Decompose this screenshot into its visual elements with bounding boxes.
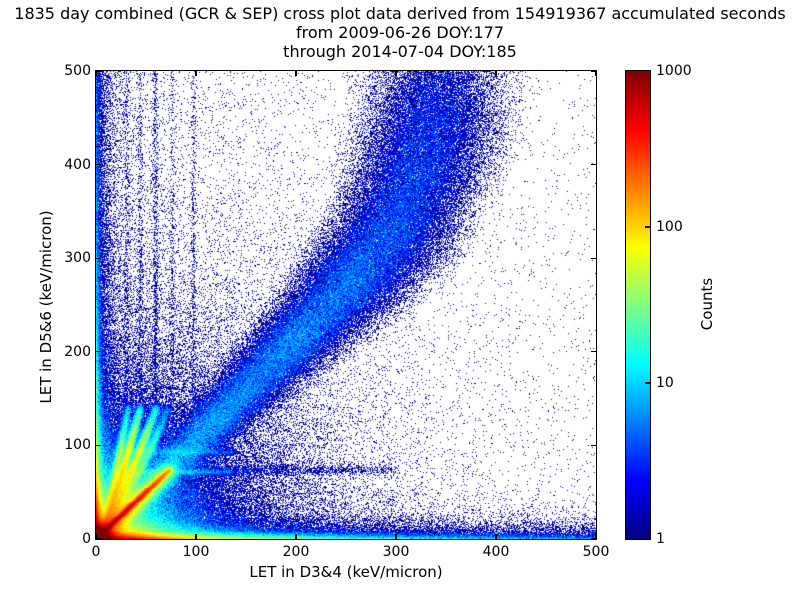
- colorbar-tick-label: 100: [656, 219, 683, 235]
- y-tick-label: 300: [64, 250, 91, 267]
- x-tick-mark: [195, 534, 197, 539]
- title-line-1: 1835 day combined (GCR & SEP) cross plot…: [14, 4, 786, 23]
- y-tick-mark-right: [591, 538, 596, 540]
- y-tick-mark: [96, 444, 101, 447]
- x-tick-mark-top: [295, 71, 297, 76]
- x-tick-label: 400: [482, 544, 510, 560]
- x-tick-mark: [395, 534, 397, 539]
- y-tick-mark-right: [591, 163, 596, 166]
- y-tick-label: 100: [64, 437, 91, 454]
- x-tick-mark-top: [395, 71, 397, 76]
- y-tick-mark: [96, 538, 101, 540]
- x-axis-label: LET in D3&4 (keV/micron): [249, 563, 443, 581]
- x-tick-mark: [495, 534, 497, 539]
- colorbar-tick-label: 10: [656, 375, 674, 391]
- title-line-3: through 2014-07-04 DOY:185: [283, 42, 517, 61]
- y-tick-mark: [96, 351, 101, 353]
- colorbar-tick-mark: [645, 382, 650, 384]
- let-crossplot-heatmap: [96, 71, 596, 539]
- x-tick-label: 0: [91, 544, 101, 560]
- x-tick-label: 200: [282, 544, 310, 560]
- y-tick-label: 200: [64, 343, 91, 360]
- colorbar-label: Counts: [698, 277, 716, 331]
- x-tick-mark-top: [595, 71, 597, 76]
- x-tick-label: 500: [582, 544, 610, 560]
- y-tick-label: 400: [64, 156, 91, 173]
- x-tick-mark-top: [95, 71, 97, 76]
- x-tick-mark: [295, 534, 297, 539]
- x-tick-label: 100: [182, 544, 210, 560]
- y-tick-mark-right: [591, 70, 596, 72]
- x-tick-mark-top: [495, 71, 497, 76]
- plot-title: 1835 day combined (GCR & SEP) cross plot…: [0, 4, 800, 61]
- title-line-2: from 2009-06-26 DOY:177: [295, 23, 504, 42]
- x-tick-mark: [95, 534, 97, 539]
- y-tick-mark: [96, 163, 101, 166]
- x-tick-mark-top: [195, 71, 197, 76]
- y-tick-mark: [96, 70, 101, 72]
- x-tick-label: 300: [382, 544, 410, 560]
- y-tick-mark-right: [591, 351, 596, 353]
- y-axis-label: LET in D5&6 (keV/micron): [37, 210, 55, 404]
- y-tick-label: 0: [82, 531, 91, 547]
- colorbar-tick-mark: [645, 226, 650, 228]
- colorbar: [626, 71, 650, 539]
- colorbar-tick-label: 1: [656, 531, 665, 547]
- y-tick-mark-right: [591, 444, 596, 447]
- y-tick-mark: [96, 257, 101, 259]
- colorbar-tick-label: 1000: [656, 63, 692, 79]
- x-tick-mark: [595, 534, 597, 539]
- y-tick-mark-right: [591, 257, 596, 259]
- y-tick-label: 500: [64, 63, 91, 79]
